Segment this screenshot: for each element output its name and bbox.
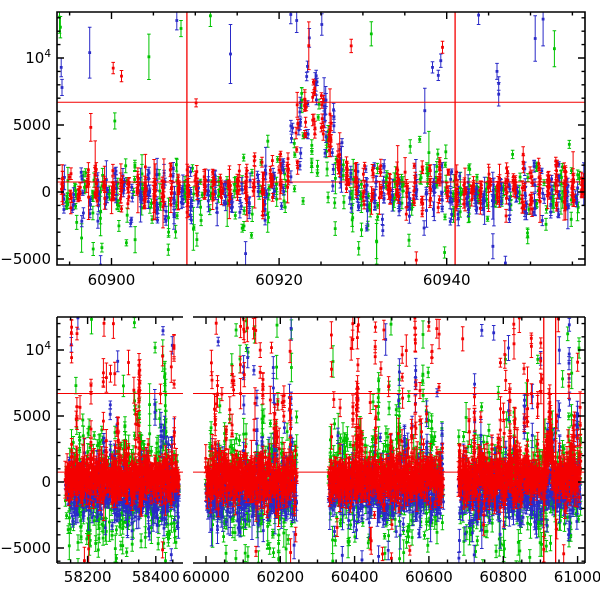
top-x-tick-label: 60920 [255, 271, 303, 289]
bottom-x-tick-label: 58400 [132, 568, 180, 586]
bottom-x-tick-label: 60000 [182, 568, 230, 586]
bottom-y-tick-label: 104 [25, 340, 51, 359]
bottom-x-tick-label: 58200 [64, 568, 112, 586]
top-panel-frame [56, 11, 586, 266]
bottom-x-tick-label: 60200 [256, 568, 304, 586]
bottom-x-tick-label: 60400 [331, 568, 379, 586]
axis-ticks [57, 12, 585, 563]
bottom-x-tick-label: 60600 [405, 568, 453, 586]
bottom-panel-frame [56, 316, 586, 564]
top-y-tick-label: 0 [41, 183, 51, 201]
top-x-tick-label: 60900 [88, 271, 136, 289]
top-series-red-markers [60, 44, 585, 262]
top-x-tick-label: 60940 [423, 271, 471, 289]
bottom-y-tick-label: −5000 [0, 539, 51, 557]
top-y-tick-label: 104 [25, 48, 51, 67]
bottom-y-tick-label: 5000 [13, 407, 51, 425]
top-y-tick-label: 5000 [13, 116, 51, 134]
bottom-x-tick-label: 60800 [479, 568, 527, 586]
bottom-x-tick-label: 61000 [554, 568, 600, 586]
top-y-tick-label: −5000 [0, 250, 51, 268]
top-series-red-errorbars [59, 21, 585, 265]
bottom-y-tick-label: 0 [41, 473, 51, 491]
